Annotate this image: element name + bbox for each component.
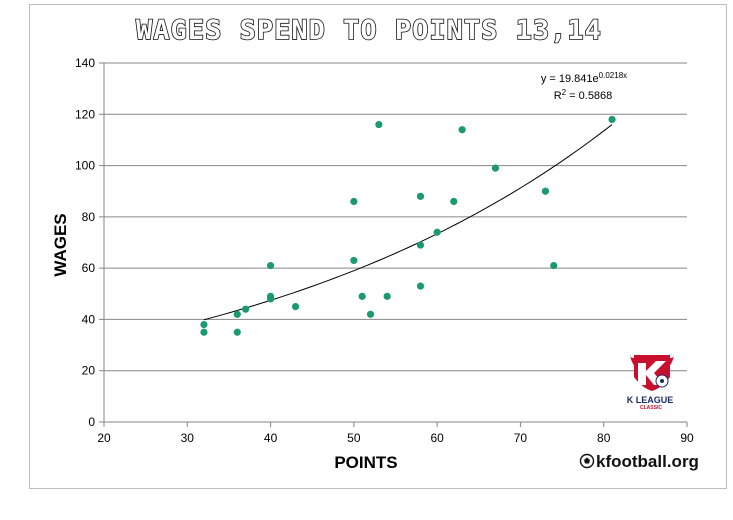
equation-base: y = 19.841e: [541, 73, 599, 85]
data-point-15: [383, 292, 391, 300]
data-point-14: [375, 120, 383, 129]
data-point-11: [350, 256, 358, 265]
data-point-2: [200, 320, 208, 329]
data-point-10: [350, 197, 358, 206]
k-league-sub: CLASSIC: [640, 405, 662, 411]
data-point-7: [266, 292, 275, 300]
kfootball-site: kfootball.org: [596, 452, 699, 471]
data-point-9: [291, 303, 300, 311]
data-point-17: [416, 241, 425, 249]
y-tick-label-20: 20: [82, 364, 96, 378]
kfootball-brand: kfootball.org: [579, 452, 699, 471]
data-point-4: [233, 310, 241, 318]
x-tick-label-50: 50: [347, 431, 361, 445]
x-tick-label-80: 80: [597, 431, 611, 445]
y-tick-label-40: 40: [82, 312, 96, 326]
y-tick-label-140: 140: [75, 56, 95, 70]
x-tick-label-70: 70: [514, 431, 528, 445]
chart-title: WAGES SPEND TO POINTS 13,14: [136, 15, 602, 46]
data-point-16: [416, 282, 425, 290]
x-tick-label-30: 30: [181, 431, 195, 445]
x-tick-label-20: 20: [97, 431, 111, 445]
k-league-emblem-icon: [630, 355, 674, 391]
data-point-19: [433, 228, 441, 236]
data-point-22: [491, 164, 500, 172]
chart-frame: WAGES SPEND TO POINTS 13,14 0 20 40 60 80 100…: [29, 4, 727, 489]
x-tick-label-60: 60: [430, 431, 444, 445]
data-point-8: [266, 261, 275, 270]
r2-superscript: 2: [562, 88, 567, 97]
data-point-23: [541, 187, 550, 195]
x-tick-label-40: 40: [264, 431, 278, 445]
data-point-5: [241, 305, 250, 313]
data-point-13: [366, 310, 375, 318]
y-tick-label-60: 60: [82, 261, 96, 275]
data-point-18: [416, 192, 425, 200]
data-point-20: [450, 197, 458, 206]
gridlines: [99, 62, 688, 427]
equation-exponent: 0.0218x: [599, 71, 627, 80]
y-tick-label-80: 80: [82, 210, 96, 224]
r2-base: R: [554, 90, 562, 102]
y-tick-labels: 0 20 40 60 80 100 120 140: [75, 56, 95, 429]
data-point-3: [233, 328, 241, 336]
data-point-21: [458, 126, 466, 134]
x-tick-label-90: 90: [680, 431, 694, 445]
x-axis-title: POINTS: [334, 453, 397, 472]
r2-value: = 0.5868: [566, 90, 612, 102]
k-league-name: K LEAGUE: [627, 395, 674, 405]
trendline-equation: y = 19.841e0.0218x: [541, 71, 627, 85]
soccer-ball-icon: [579, 453, 595, 469]
data-point-1: [200, 328, 208, 336]
scatter-chart: WAGES SPEND TO POINTS 13,14 020406080100…: [51, 14, 699, 472]
exponential-trendline: [203, 124, 613, 321]
y-tick-label-0: 0: [88, 415, 95, 429]
k-league-logo: K LEAGUE CLASSIC: [627, 355, 674, 411]
r-squared-label: R2 = 0.5868: [554, 88, 613, 102]
x-tick-labels: 20 30 40 50 60 70 80 90: [97, 431, 694, 445]
y-tick-label-100: 100: [75, 159, 95, 173]
data-point-24: [550, 261, 558, 270]
y-tick-label-120: 120: [75, 107, 95, 121]
data-point-25: [608, 115, 616, 124]
data-point-12: [358, 292, 366, 300]
data-points: [200, 115, 616, 336]
y-axis-title: WAGES: [51, 213, 70, 276]
